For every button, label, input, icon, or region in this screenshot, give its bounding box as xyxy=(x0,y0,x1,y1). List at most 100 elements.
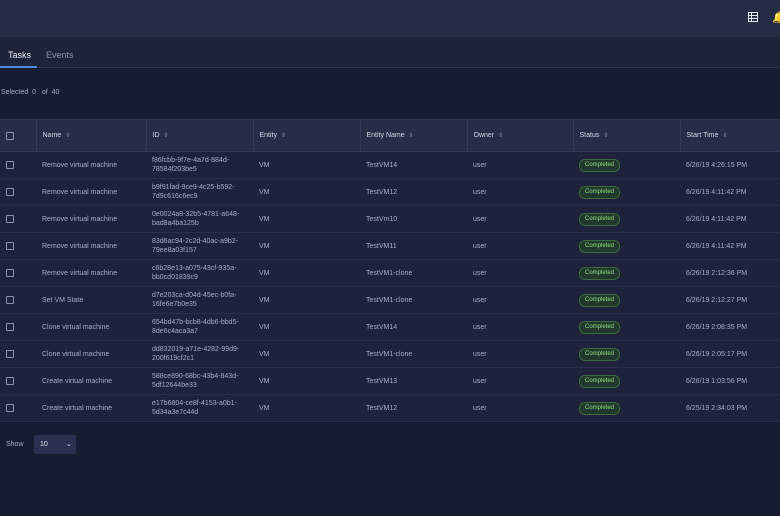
sort-icon[interactable]: ⇕ xyxy=(163,133,169,139)
sort-icon[interactable]: ⇕ xyxy=(408,133,414,139)
cell-start-time: 6/26/19 4:11:42 PM xyxy=(680,232,780,260)
cell-status: Completed xyxy=(573,367,680,395)
row-select-cell xyxy=(0,259,36,287)
table-row[interactable]: Create virtual machine e17b6804-ce8f-4153… xyxy=(0,394,780,422)
cell-owner: user xyxy=(467,313,573,341)
table-row[interactable]: Set VM State d7e203ca-d04d-45ec-b0fa-16fe… xyxy=(0,286,780,314)
grid-icon[interactable] xyxy=(748,12,760,24)
row-select-cell xyxy=(0,286,36,314)
sort-icon[interactable]: ⇕ xyxy=(65,133,71,139)
cell-entity: VM xyxy=(253,367,360,395)
cell-id: 83d6ac94-2c2d-40ac-a9b2-79ee8a03f157 xyxy=(146,232,253,260)
sort-icon[interactable]: ⇕ xyxy=(722,133,728,139)
row-select-cell xyxy=(0,205,36,233)
cell-status: Completed xyxy=(573,205,680,233)
status-badge: Completed xyxy=(579,347,621,361)
cell-status: Completed xyxy=(573,286,680,314)
bell-icon[interactable]: 🔔 xyxy=(772,12,780,24)
row-checkbox[interactable] xyxy=(6,214,14,223)
cell-entity-name: TestVM11 xyxy=(360,232,467,260)
row-select-cell xyxy=(0,151,36,179)
cell-entity-name: TestVm10 xyxy=(360,205,467,233)
cell-name: Remove virtual machine xyxy=(36,205,146,233)
column-header-status[interactable]: Status ⇕ xyxy=(573,119,681,152)
cell-entity: VM xyxy=(253,313,360,341)
cell-owner: user xyxy=(467,205,573,233)
cell-start-time: 6/26/19 4:11:42 PM xyxy=(680,205,780,233)
cell-entity: VM xyxy=(253,205,360,233)
status-badge: Completed xyxy=(579,158,621,172)
table-row[interactable]: Remove virtual machine f86fcbb-9f7e-4a7d-… xyxy=(0,151,780,179)
table-row[interactable]: Remove virtual machine 83d6ac94-2c2d-40ac… xyxy=(0,232,780,260)
sort-icon[interactable]: ⇕ xyxy=(498,133,504,139)
cell-name: Remove virtual machine xyxy=(36,259,146,287)
table-row[interactable]: Remove virtual machine c6b28e13-a075-43cf… xyxy=(0,259,780,287)
tab-tasks[interactable]: Tasks xyxy=(8,50,32,60)
cell-name: Clone virtual machine xyxy=(36,340,146,368)
top-bar: 🔔 xyxy=(0,0,780,38)
sort-icon[interactable]: ⇕ xyxy=(281,133,287,139)
cell-id: c6b28e13-a075-43cf-935a-bb0cd01839c9 xyxy=(146,259,253,287)
row-select-cell xyxy=(0,367,36,395)
row-checkbox[interactable] xyxy=(6,349,14,358)
cell-owner: user xyxy=(467,286,573,314)
column-header-start-time[interactable]: Start Time ⇕ xyxy=(680,119,780,152)
cell-status: Completed xyxy=(573,394,680,422)
table-row[interactable]: Clone virtual machine 654bd47b-bcb8-4db6-… xyxy=(0,313,780,341)
row-select-cell xyxy=(0,232,36,260)
row-checkbox[interactable] xyxy=(6,160,14,169)
cell-name: Set VM State xyxy=(36,286,146,314)
row-checkbox[interactable] xyxy=(6,187,14,196)
tab-bar: Tasks Events xyxy=(0,38,780,68)
cell-name: Remove virtual machine xyxy=(36,151,146,179)
cell-name: Clone virtual machine xyxy=(36,313,146,341)
status-badge: Completed xyxy=(579,374,621,388)
selection-count: 0 xyxy=(32,89,37,96)
cell-start-time: 6/26/19 2:12:36 PM xyxy=(680,259,780,287)
selection-prefix: Selected xyxy=(1,89,29,96)
column-header-owner[interactable]: Owner ⇕ xyxy=(467,119,574,152)
status-badge: Completed xyxy=(579,401,621,415)
column-header-id[interactable]: ID ⇕ xyxy=(146,119,254,152)
sort-icon[interactable]: ⇕ xyxy=(603,133,609,139)
table-row[interactable]: Clone virtual machine dd832019-a71e-4282-… xyxy=(0,340,780,368)
row-select-cell xyxy=(0,340,36,368)
row-checkbox[interactable] xyxy=(6,322,14,331)
column-header-entity[interactable]: Entity ⇕ xyxy=(253,119,361,152)
cell-status: Completed xyxy=(573,178,680,206)
cell-id: d7e203ca-d04d-45ec-b0fa-16fe6e7b0e35 xyxy=(146,286,253,314)
table-row[interactable]: Remove virtual machine 0e0024a8-32b5-4781… xyxy=(0,205,780,233)
column-header-entity-name[interactable]: Entity Name ⇕ xyxy=(360,119,468,152)
cell-status: Completed xyxy=(573,232,680,260)
row-checkbox[interactable] xyxy=(6,241,14,250)
table-row[interactable]: Remove virtual machine b9f91fad-9ce9-4c25… xyxy=(0,178,780,206)
cell-owner: user xyxy=(467,151,573,179)
row-checkbox[interactable] xyxy=(6,376,14,385)
cell-id: 0e0024a8-32b5-4781-a648-bad8a4ba125b xyxy=(146,205,253,233)
table-row[interactable]: Create virtual machine 588ce890-68bc-43b4… xyxy=(0,367,780,395)
tasks-table: Name ⇕ ID ⇕ Entity ⇕ Entity Name ⇕ Owner ⇕ St… xyxy=(0,119,780,422)
select-all-checkbox[interactable] xyxy=(6,131,14,140)
row-checkbox[interactable] xyxy=(6,268,14,277)
cell-owner: user xyxy=(467,178,573,206)
selection-summary: Selected 0 of 40 xyxy=(1,89,59,96)
cell-owner: user xyxy=(467,259,573,287)
cell-owner: user xyxy=(467,367,573,395)
cell-start-time: 6/26/19 4:11:42 PM xyxy=(680,178,780,206)
cell-name: Remove virtual machine xyxy=(36,178,146,206)
page-size-select[interactable]: 10 ⌄ xyxy=(34,435,76,454)
cell-status: Completed xyxy=(573,313,680,341)
column-header-name[interactable]: Name ⇕ xyxy=(36,119,147,152)
selection-of: of xyxy=(41,89,48,96)
row-checkbox[interactable] xyxy=(6,403,14,412)
cell-entity-name: TestVM1-clone xyxy=(360,340,467,368)
page-size-value: 10 xyxy=(40,441,48,448)
status-badge: Completed xyxy=(579,293,621,307)
cell-entity: VM xyxy=(253,259,360,287)
cell-id: 654bd47b-bcb8-4db6-bbd5-8de6c4aca3a7 xyxy=(146,313,253,341)
cell-name: Create virtual machine xyxy=(36,367,146,395)
cell-start-time: 6/26/19 2:05:17 PM xyxy=(680,340,780,368)
show-label: Show xyxy=(6,441,24,448)
tab-events[interactable]: Events xyxy=(46,50,74,60)
row-checkbox[interactable] xyxy=(6,295,14,304)
